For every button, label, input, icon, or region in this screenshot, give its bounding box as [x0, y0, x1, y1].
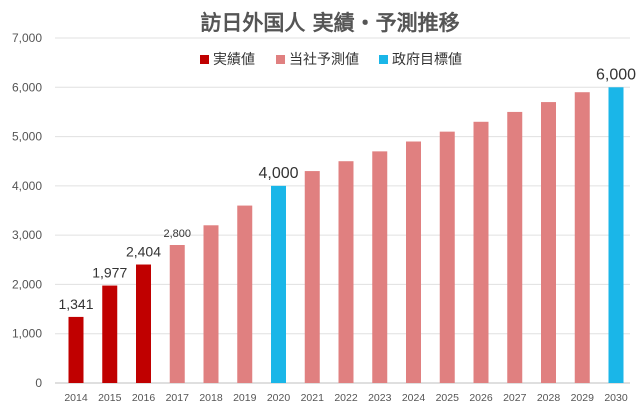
- bar: [541, 102, 556, 384]
- legend-label: 当社予測値: [289, 52, 359, 68]
- x-tick-label: 2017: [166, 392, 190, 404]
- y-tick-label: 5,000: [12, 130, 42, 144]
- x-tick-label: 2018: [199, 392, 223, 404]
- x-tick-label: 2015: [98, 392, 122, 404]
- bar: [271, 185, 286, 383]
- bar: [304, 171, 320, 383]
- bar: [203, 225, 219, 383]
- x-tick-label: 2025: [436, 392, 460, 404]
- data-label: 1,341: [58, 296, 93, 312]
- legend: 実績値 当社予測値 政府目標値: [200, 52, 462, 68]
- y-axis-ticks: 0 1,000 2,000 3,000 4,000 5,000 6,000 7,000: [12, 31, 42, 390]
- x-tick-label: 2022: [334, 392, 358, 404]
- data-label: 2,800: [163, 228, 191, 240]
- bar: [406, 141, 421, 383]
- x-tick-label: 2016: [132, 392, 156, 404]
- x-tick-label: 2019: [233, 392, 257, 404]
- legend-label: 政府目標値: [392, 52, 462, 68]
- bar: [372, 151, 388, 383]
- bar: [473, 121, 489, 384]
- bar: [169, 245, 185, 383]
- bar: [68, 316, 84, 383]
- x-tick-label: 2023: [368, 392, 392, 404]
- data-label: 6,000: [596, 66, 636, 83]
- bar: [338, 161, 354, 383]
- legend-label: 実績値: [213, 52, 255, 68]
- y-tick-label: 3,000: [12, 228, 42, 242]
- bar: [237, 205, 253, 383]
- y-tick-label: 0: [35, 376, 42, 390]
- x-tick-label: 2028: [537, 392, 561, 404]
- bar: [574, 92, 590, 383]
- y-tick-label: 4,000: [12, 179, 42, 193]
- bar: [439, 131, 455, 383]
- x-tick-label: 2024: [402, 392, 426, 404]
- x-tick-label: 2020: [267, 392, 291, 404]
- x-axis-ticks: 2014 2015 2016 2017 2018 2019 2020 2021 2022 2023…: [64, 392, 628, 404]
- y-tick-label: 7,000: [12, 31, 42, 45]
- data-label: 4,000: [258, 165, 298, 182]
- x-tick-label: 2027: [503, 392, 527, 404]
- y-tick-label: 6,000: [12, 80, 42, 94]
- data-label: 2,404: [126, 244, 161, 260]
- bars: [68, 87, 624, 384]
- legend-swatch: [200, 55, 209, 64]
- bar: [507, 111, 523, 383]
- y-tick-label: 1,000: [12, 327, 42, 341]
- legend-swatch: [379, 55, 388, 64]
- chart-title: 訪日外国人 実績・予測推移: [200, 11, 459, 35]
- x-tick-label: 2021: [301, 392, 325, 404]
- y-tick-label: 2,000: [12, 277, 42, 291]
- bar: [102, 285, 118, 383]
- x-tick-label: 2030: [604, 392, 628, 404]
- data-label: 1,977: [92, 265, 127, 281]
- legend-swatch: [276, 55, 285, 64]
- x-tick-label: 2029: [571, 392, 595, 404]
- x-tick-label: 2014: [64, 392, 88, 404]
- x-tick-label: 2026: [469, 392, 493, 404]
- bar: [608, 87, 624, 384]
- bar: [136, 264, 151, 383]
